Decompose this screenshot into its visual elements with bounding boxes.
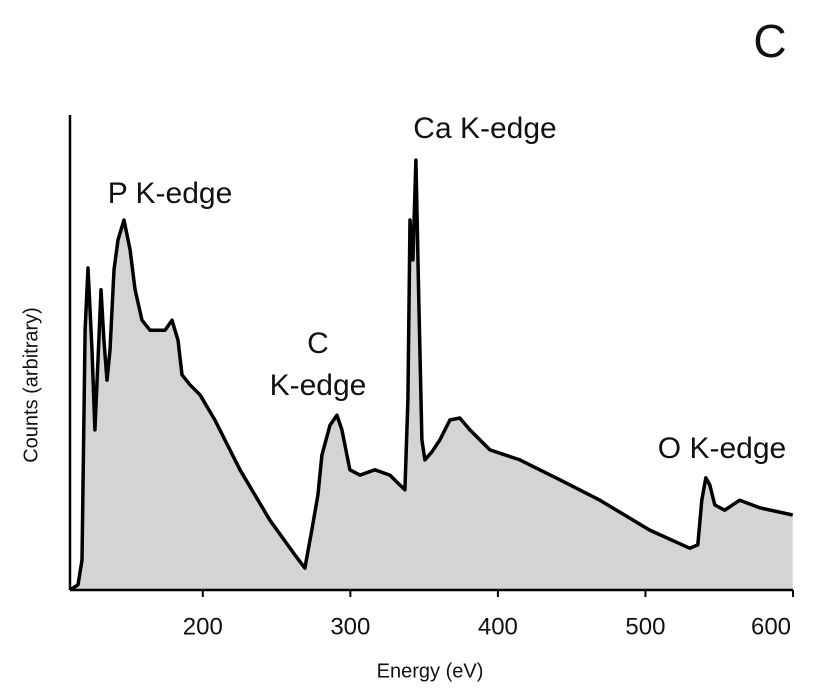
y-axis-label: Counts (arbitrary) — [20, 307, 42, 463]
annotation: K-edge — [270, 369, 367, 402]
x-tick-label: 600 — [751, 613, 791, 640]
x-tick-label: 200 — [183, 613, 223, 640]
x-tick-label: 500 — [625, 613, 665, 640]
x-tick-label: 300 — [330, 613, 370, 640]
x-axis-label: Energy (eV) — [377, 660, 484, 682]
annotation: Ca K-edge — [413, 112, 556, 145]
annotation: P K-edge — [108, 177, 233, 210]
area-fill — [70, 160, 793, 590]
annotation: O K-edge — [658, 432, 786, 465]
x-tick-label: 400 — [478, 613, 518, 640]
panel-letter: C — [753, 15, 786, 67]
annotation: C — [307, 327, 329, 360]
spectrum-line — [69, 158, 794, 592]
